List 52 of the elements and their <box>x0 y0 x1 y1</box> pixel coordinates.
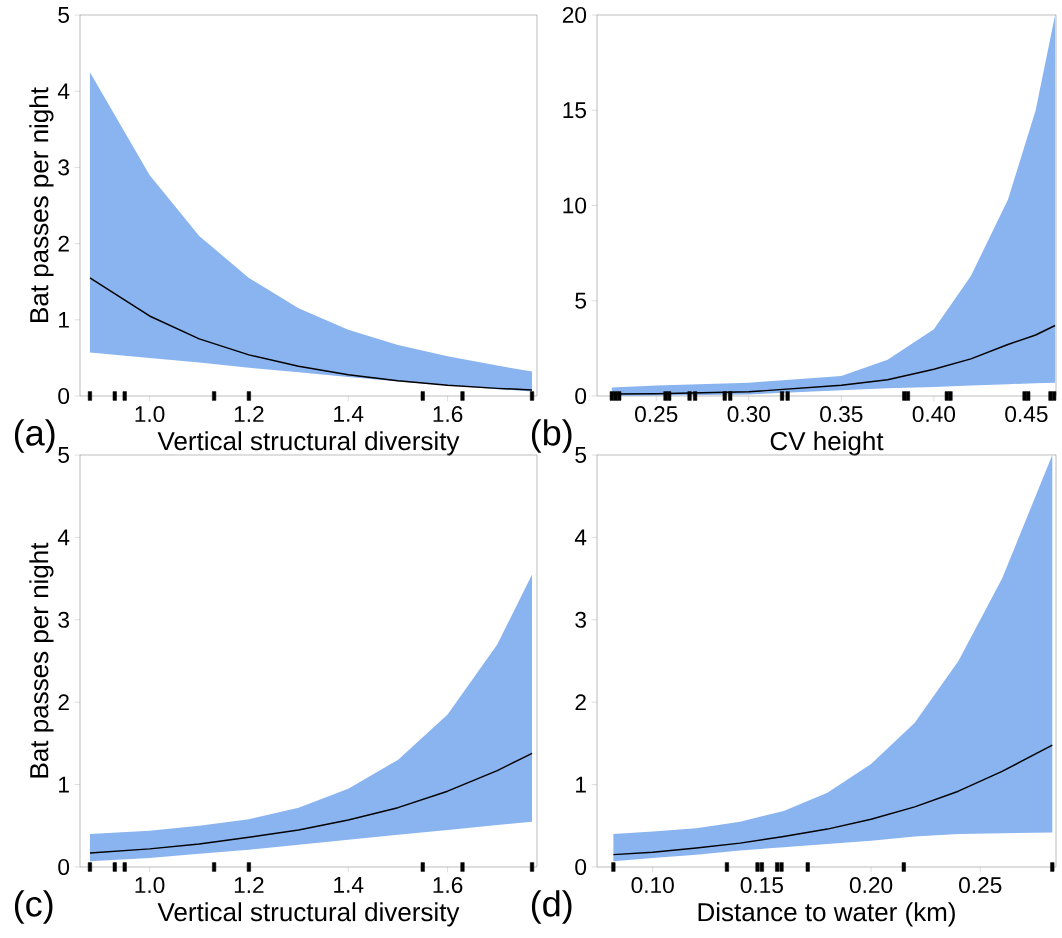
x-tick-label: 0.15 <box>740 877 783 894</box>
y-tick-label: 0 <box>58 387 70 405</box>
y-tick-label: 1 <box>576 776 586 793</box>
x-axis-title: Vertical structural diversity <box>157 902 460 927</box>
y-tick-label: 2 <box>58 235 69 252</box>
x-tick-label: 0.10 <box>631 877 674 894</box>
x-tick-label: 0.25 <box>959 877 1002 894</box>
line-series <box>89 752 533 854</box>
x-tick-label: 0.20 <box>849 877 893 894</box>
y-tick-label: 20 <box>562 6 587 24</box>
y-tick-label: 3 <box>575 611 586 628</box>
text: (b) <box>531 419 572 453</box>
y-tick-label: 1 <box>59 311 69 328</box>
x-tick-label: 1.6 <box>433 877 463 894</box>
x-tick-label: 0.30 <box>727 406 770 423</box>
y-tick-label: 1 <box>59 776 69 793</box>
y-tick-label: 5 <box>575 292 587 309</box>
y-tick-label: 15 <box>563 102 586 119</box>
y-tick-label: 4 <box>574 529 587 546</box>
line-series <box>612 744 1054 856</box>
y-tick-label: 3 <box>58 159 69 176</box>
x-axis-title: Vertical structural diversity <box>157 431 460 456</box>
y-tick-label: 3 <box>58 611 69 628</box>
y-tick-label: 4 <box>57 529 70 546</box>
y-tick-label: 2 <box>58 694 69 711</box>
y-tick-label: 0 <box>575 858 587 876</box>
x-tick-label: 1.2 <box>234 406 264 422</box>
y-axis-title: Bat passes per night <box>29 87 54 322</box>
x-tick-label: 0.45 <box>1005 406 1048 423</box>
x-tick-label: 0.35 <box>820 406 863 423</box>
x-tick-label: 1.2 <box>234 877 264 893</box>
y-tick-label: 2 <box>575 694 586 711</box>
x-tick-label: 1.4 <box>334 877 364 893</box>
y-tick-label: 10 <box>563 197 587 214</box>
x-tick-label: 1.6 <box>433 406 463 423</box>
text: (c) <box>14 890 53 924</box>
y-tick-label: 5 <box>58 447 69 463</box>
x-tick-label: 0.25 <box>635 406 678 423</box>
x-tick-label: 1.4 <box>334 406 364 422</box>
x-axis-title: Distance to water (km) <box>698 902 955 927</box>
x-tick-label: 0.40 <box>912 406 956 423</box>
y-tick-label: 4 <box>57 83 70 99</box>
y-tick-label: 5 <box>575 447 587 463</box>
y-tick-label: 0 <box>58 858 70 876</box>
y-axis-title: Bat passes per night <box>29 542 54 778</box>
y-tick-label: 5 <box>58 7 69 23</box>
x-axis-title: CV height <box>770 431 884 456</box>
text: (a) <box>14 419 55 453</box>
text: (d) <box>531 890 572 924</box>
y-tick-label: 0 <box>575 387 587 405</box>
x-tick-label: 1.0 <box>135 406 165 423</box>
x-tick-label: 1.0 <box>135 877 165 894</box>
